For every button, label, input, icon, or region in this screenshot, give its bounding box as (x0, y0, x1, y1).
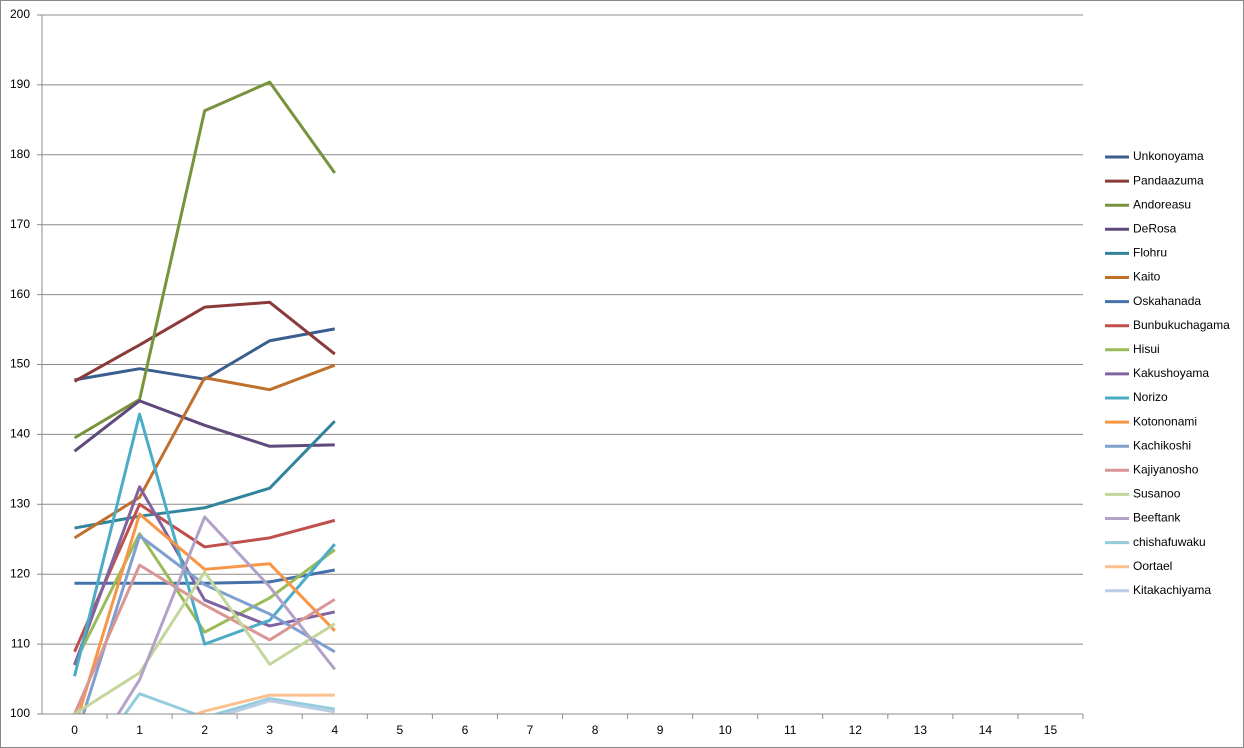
series-line (77, 512, 336, 714)
legend-label: Pandaazuma (1133, 173, 1204, 187)
x-tick-label: 15 (1044, 723, 1058, 737)
series-line (73, 363, 336, 540)
y-tick-label: 100 (10, 706, 30, 720)
legend-label: Hisui (1133, 342, 1160, 356)
legend-label: Unkonoyama (1133, 149, 1204, 163)
series-line (192, 693, 335, 714)
grid (42, 14, 1083, 715)
series-line (73, 412, 336, 677)
x-tick-label: 4 (331, 723, 338, 737)
series-line (123, 692, 336, 714)
x-tick-label: 1 (136, 723, 143, 737)
y-tick-label: 150 (10, 357, 30, 371)
y-tick-label: 140 (10, 427, 30, 441)
legend-label: Oortael (1133, 559, 1172, 573)
x-tick-label: 0 (71, 723, 78, 737)
y-tick-label: 130 (10, 496, 30, 510)
series-line (73, 502, 336, 653)
x-tick-label: 14 (979, 723, 993, 737)
legend-label: chishafuwaku (1133, 535, 1206, 549)
y-tick-label: 200 (10, 7, 30, 21)
series-line (73, 485, 336, 666)
x-tick-label: 6 (462, 723, 469, 737)
legend-label: Oskahanada (1133, 294, 1201, 308)
legend-label: DeRosa (1133, 221, 1177, 235)
legend-label: Kachikoshi (1133, 438, 1191, 452)
legend-label: Andoreasu (1133, 197, 1191, 211)
x-tick-label: 2 (201, 723, 208, 737)
series-line (73, 300, 336, 383)
y-tick-label: 170 (10, 217, 30, 231)
y-tick-label: 160 (10, 287, 30, 301)
x-tick-label: 10 (718, 723, 732, 737)
x-tick-label: 3 (266, 723, 273, 737)
series-line (73, 399, 335, 453)
x-tick-label: 9 (657, 723, 664, 737)
x-tick-label: 12 (849, 723, 863, 737)
legend-label: Kakushoyama (1133, 366, 1209, 380)
y-tick-label: 190 (10, 77, 30, 91)
x-tick-label: 5 (397, 723, 404, 737)
x-tick-label: 7 (527, 723, 534, 737)
series-line (73, 80, 337, 440)
x-tick-label: 13 (914, 723, 928, 737)
legend-label: Bunbukuchagama (1133, 318, 1230, 332)
legend-label: Kitakachiyama (1133, 583, 1211, 597)
legend-label: Kotononami (1133, 414, 1197, 428)
y-tick-label: 180 (10, 147, 30, 161)
series-line (73, 563, 336, 714)
legend-label: Norizo (1133, 390, 1168, 404)
series-line (222, 699, 336, 714)
y-tick-label: 110 (11, 636, 30, 650)
x-tick-label: 8 (592, 723, 599, 737)
legend-label: Beeftank (1133, 511, 1181, 525)
legend-label: Kajiyanosho (1133, 462, 1199, 476)
series-line (74, 420, 336, 530)
legend-label: Flohru (1133, 246, 1167, 260)
y-tick-label: 120 (10, 566, 30, 580)
legend-label: Kaito (1133, 270, 1161, 284)
legend-label: Susanoo (1133, 487, 1181, 501)
series-line (73, 570, 336, 714)
series-line (116, 515, 336, 714)
x-tick-label: 11 (784, 723, 797, 737)
series-line (73, 532, 336, 665)
plot (73, 80, 337, 714)
legend: Unkonoyama Pandaazuma Andoreasu DeRosa Flohr… (1105, 149, 1230, 597)
